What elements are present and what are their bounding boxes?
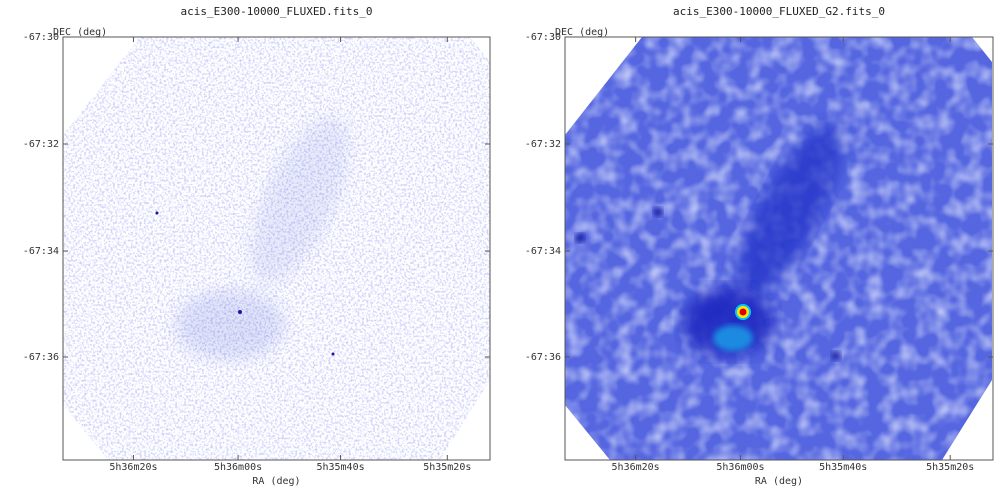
raw-image: [63, 37, 490, 460]
panel-title: acis_E300-10000_FLUXED.fits_0: [180, 5, 372, 18]
x-tick-label: 5h36m00s: [716, 462, 764, 473]
x-tick-label: 5h35m40s: [819, 462, 867, 473]
panel-title: acis_E300-10000_FLUXED_G2.fits_0: [673, 5, 885, 18]
y-tick-label: -67:34: [525, 246, 561, 257]
x-axis-label: RA (deg): [755, 476, 803, 487]
x-tick-label: 5h35m20s: [926, 462, 974, 473]
y-axis-label: DEC (deg): [555, 27, 609, 38]
x-tick-label: 5h35m20s: [423, 462, 471, 473]
plot-frame: [62, 36, 491, 461]
y-tick-label: -67:36: [23, 352, 59, 363]
y-tick-label: -67:34: [23, 246, 59, 257]
smoothed-image: [565, 37, 992, 460]
y-tick-label: -67:30: [525, 32, 561, 43]
y-tick-label: -67:32: [23, 139, 59, 150]
y-tick-label: -67:32: [525, 139, 561, 150]
y-tick-label: -67:30: [23, 32, 59, 43]
plot-frame: [564, 36, 994, 461]
x-tick-label: 5h35m40s: [316, 462, 364, 473]
x-tick-label: 5h36m20s: [612, 462, 660, 473]
x-tick-label: 5h36m20s: [109, 462, 157, 473]
x-tick-label: 5h36m00s: [214, 462, 262, 473]
y-tick-label: -67:36: [525, 352, 561, 363]
y-axis-label: DEC (deg): [53, 27, 107, 38]
x-axis-label: RA (deg): [252, 476, 300, 487]
